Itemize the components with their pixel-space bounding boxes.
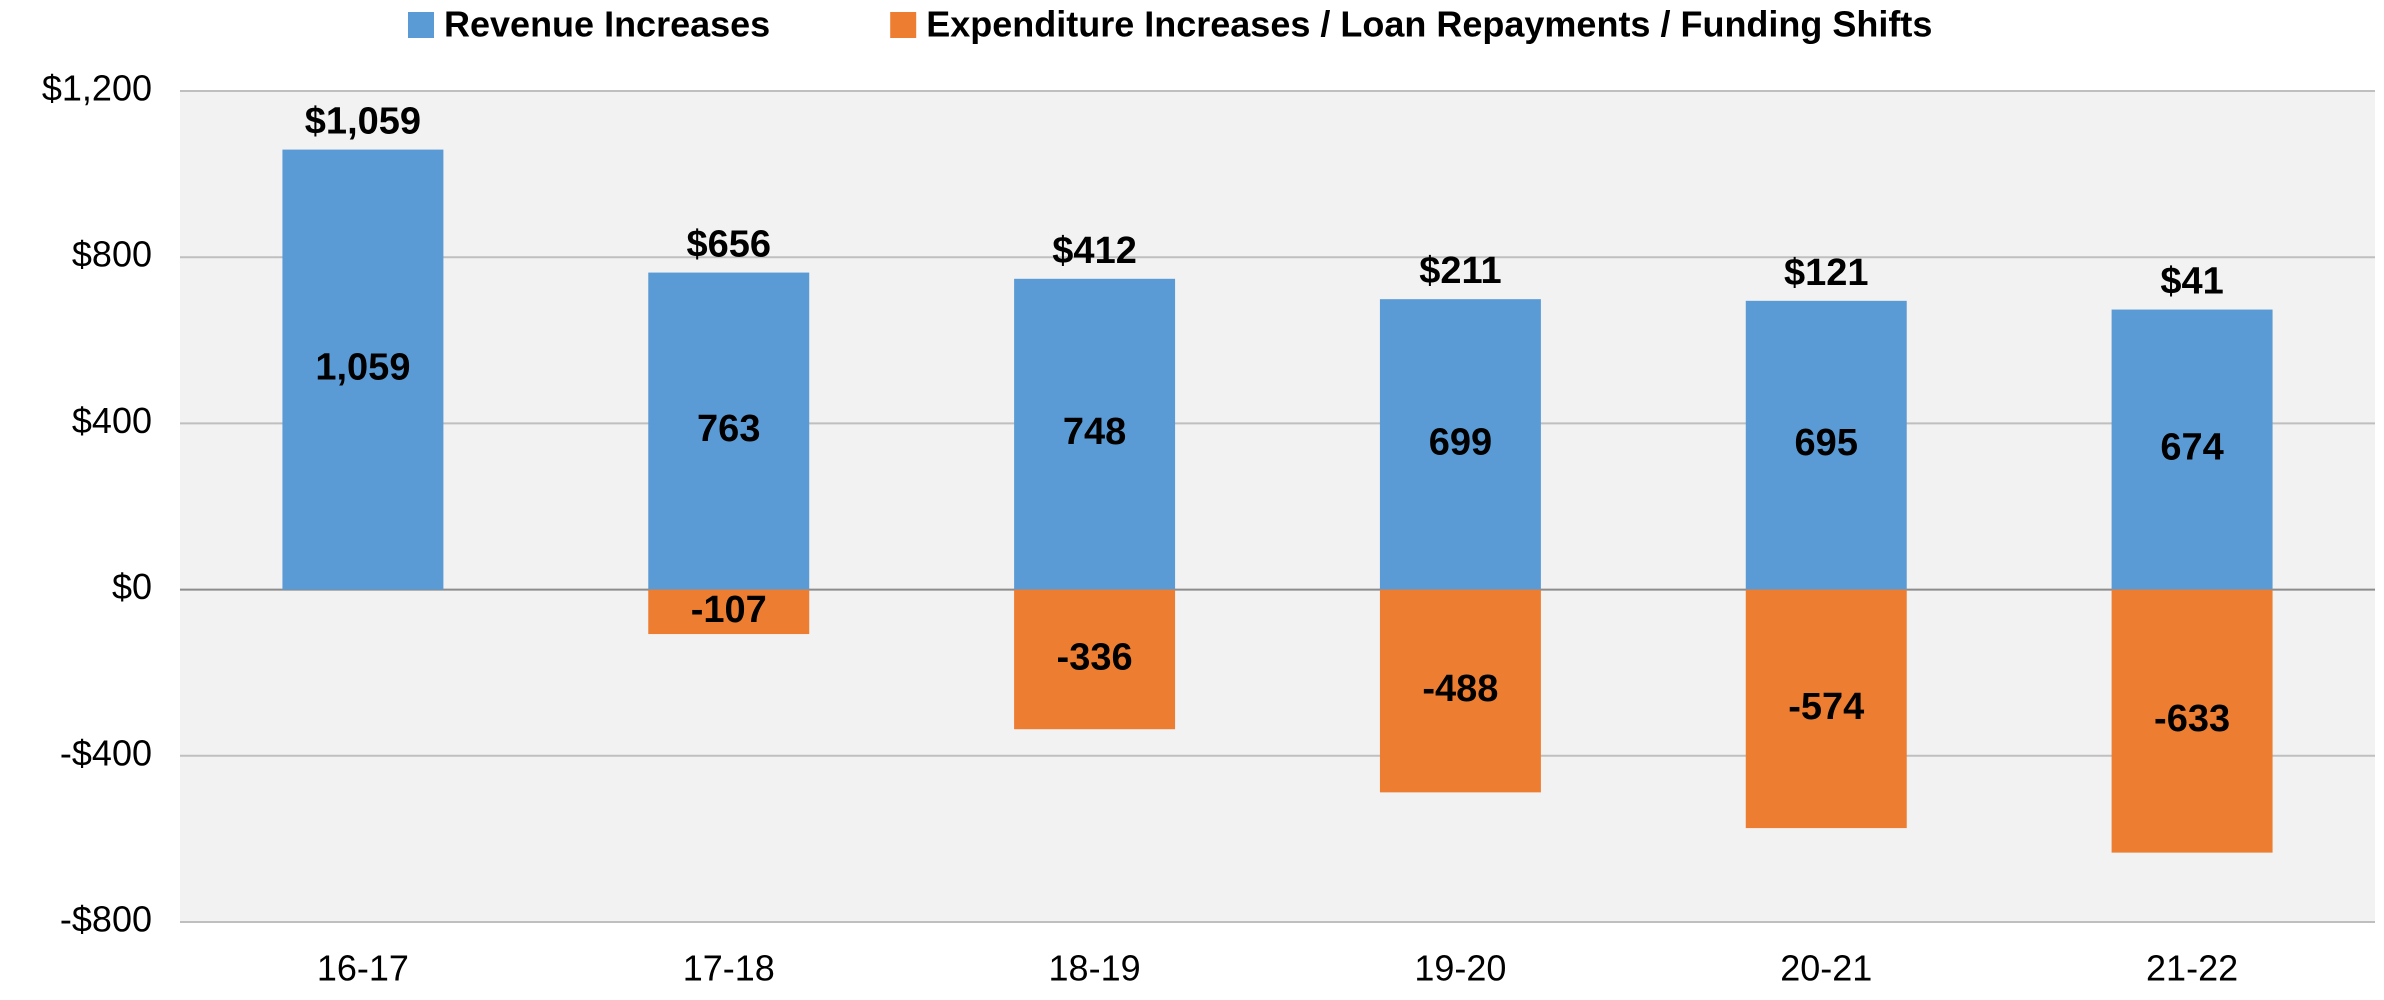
x-tick-label: 17-18 bbox=[683, 948, 775, 989]
bar-segment bbox=[1745, 300, 1907, 590]
bar-segment bbox=[2111, 309, 2273, 590]
bar-segment bbox=[648, 272, 810, 590]
bar-segment bbox=[1379, 299, 1541, 590]
data-label: 1,059 bbox=[315, 347, 410, 389]
data-label: -488 bbox=[1422, 668, 1498, 710]
data-label: -574 bbox=[1788, 686, 1864, 728]
y-tick-label: $1,200 bbox=[42, 68, 152, 109]
bar-segment bbox=[1014, 589, 1176, 730]
total-label: $41 bbox=[2160, 261, 2223, 303]
x-tick-label: 21-22 bbox=[2146, 948, 2238, 989]
bar-segment bbox=[648, 589, 810, 635]
data-label: 674 bbox=[2160, 427, 2223, 469]
x-tick-label: 19-20 bbox=[1414, 948, 1506, 989]
total-label: $656 bbox=[686, 224, 771, 266]
legend-label: Revenue Increases bbox=[444, 4, 770, 45]
x-tick-label: 18-19 bbox=[1049, 948, 1141, 989]
x-tick-label: 16-17 bbox=[317, 948, 409, 989]
data-label: 695 bbox=[1795, 422, 1858, 464]
data-label: -633 bbox=[2154, 698, 2230, 740]
total-label: $1,059 bbox=[305, 101, 421, 143]
total-label: $121 bbox=[1784, 252, 1869, 294]
bar-segment bbox=[2111, 589, 2273, 853]
x-tick-label: 20-21 bbox=[1780, 948, 1872, 989]
bar-segment bbox=[1379, 589, 1541, 793]
bar-segment bbox=[1014, 278, 1176, 590]
data-label: 763 bbox=[697, 408, 760, 450]
y-tick-label: -$400 bbox=[60, 732, 152, 773]
y-tick-label: $800 bbox=[72, 234, 152, 275]
y-tick-label: -$800 bbox=[60, 899, 152, 940]
total-label: $412 bbox=[1052, 230, 1137, 272]
total-label: $211 bbox=[1419, 250, 1501, 292]
legend-label: Expenditure Increases / Loan Repayments … bbox=[926, 4, 1932, 45]
legend-swatch bbox=[890, 12, 917, 38]
data-label: 699 bbox=[1429, 421, 1492, 463]
y-tick-label: $400 bbox=[72, 400, 152, 441]
data-label: -107 bbox=[691, 589, 767, 631]
bar-segment bbox=[282, 149, 444, 590]
y-tick-label: $0 bbox=[112, 566, 152, 607]
plot-area bbox=[180, 91, 2375, 922]
bar-segment bbox=[1745, 589, 1907, 829]
legend-swatch bbox=[408, 12, 434, 38]
data-label: 748 bbox=[1063, 411, 1126, 453]
data-label: -336 bbox=[1057, 636, 1133, 678]
